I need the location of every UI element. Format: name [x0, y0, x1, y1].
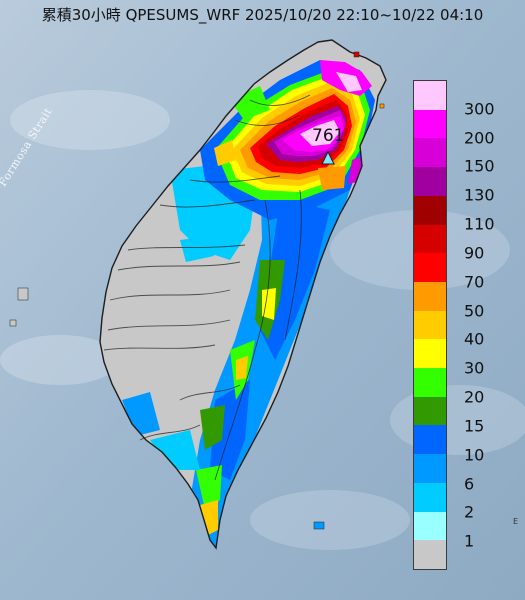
legend-label: 70 — [464, 272, 485, 292]
legend-swatch — [414, 454, 446, 483]
legend-swatch — [414, 81, 446, 110]
legend-swatch — [414, 109, 446, 139]
legend-label: 2 — [464, 502, 475, 522]
map-title: 累積30小時 QPESUMS_WRF 2025/10/20 22:10~10/2… — [41, 6, 484, 24]
legend-swatch — [414, 167, 446, 196]
cloud-texture — [0, 90, 525, 550]
legend-swatch — [414, 425, 446, 455]
legend-swatch — [414, 339, 446, 369]
legend-label: 130 — [464, 185, 495, 205]
legend-label: 110 — [464, 214, 495, 234]
edge-label: E — [513, 517, 519, 526]
legend-label: 20 — [464, 387, 485, 407]
legend-swatch — [414, 310, 446, 340]
legend-label: 30 — [464, 358, 485, 378]
legend-label: 1 — [464, 531, 475, 551]
legend-swatch — [414, 281, 446, 311]
legend-label: 6 — [464, 474, 475, 494]
legend-label: 15 — [464, 416, 485, 436]
legend-swatch — [414, 195, 446, 225]
legend-swatch — [414, 138, 446, 168]
legend-label: 150 — [464, 156, 495, 176]
legend-label: 90 — [464, 243, 485, 263]
peak-marker-icon — [321, 150, 335, 165]
legend-label: 300 — [464, 99, 495, 119]
legend-label: 40 — [464, 329, 485, 349]
legend-label: 10 — [464, 445, 485, 465]
rainfall-field — [122, 60, 375, 548]
county-boundaries — [103, 94, 311, 481]
legend-swatch — [414, 482, 446, 512]
legend-swatch — [414, 224, 446, 254]
legend-label: 50 — [464, 301, 485, 321]
legend-label: 200 — [464, 128, 495, 148]
legend-swatch — [414, 540, 446, 569]
legend-labels: 300 200 150 130 110 90 70 50 40 30 20 15 10 6 2 1 — [452, 80, 522, 570]
legend-swatch — [414, 368, 446, 397]
offshore-islands — [9, 51, 385, 530]
legend-color-bar — [413, 80, 447, 570]
legend-swatch — [414, 511, 446, 541]
peak-value: 761 — [312, 126, 345, 146]
legend-swatch — [414, 396, 446, 426]
legend-swatch — [414, 253, 446, 282]
